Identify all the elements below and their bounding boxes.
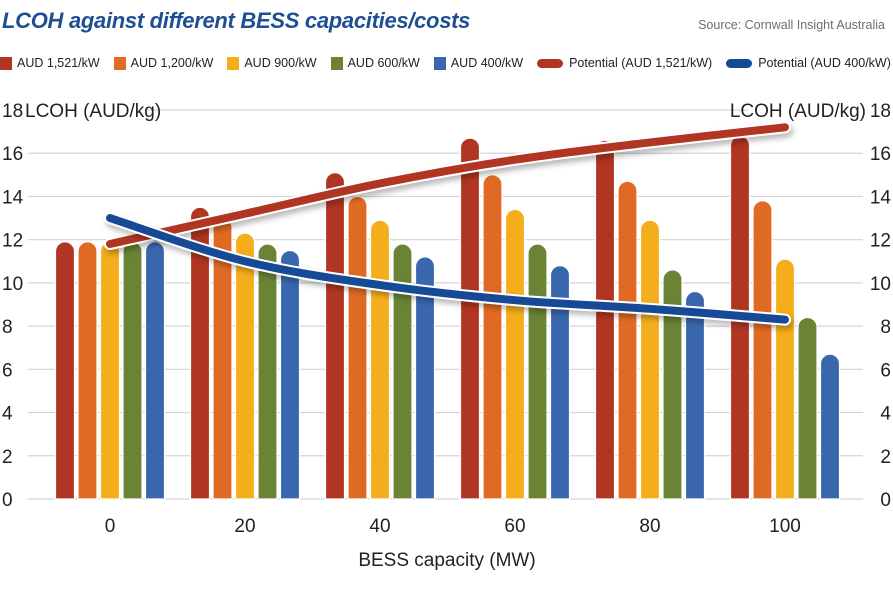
bar xyxy=(527,243,548,500)
bar xyxy=(617,180,638,500)
y-tick-label-left: 18 xyxy=(2,101,23,122)
y-tick-label-left: 12 xyxy=(2,231,23,252)
y-tick-label-right: 8 xyxy=(880,317,891,338)
legend-swatch xyxy=(0,56,12,70)
y-tick-label-left: 16 xyxy=(2,144,23,165)
series-line-group xyxy=(104,212,791,326)
bar xyxy=(392,243,413,500)
legend-label: AUD 400/kW xyxy=(450,56,524,70)
series-line-outline xyxy=(104,212,791,326)
y-tick-label-left: 14 xyxy=(2,187,24,208)
bar xyxy=(797,316,818,500)
x-tick-label: 20 xyxy=(234,516,255,537)
bar xyxy=(819,353,841,500)
y-tick-label-right: 16 xyxy=(870,144,891,165)
y-tick-label-right: 4 xyxy=(880,404,891,425)
y-tick-label-right: 18 xyxy=(870,101,891,122)
series-line-group xyxy=(104,121,791,250)
bar xyxy=(594,139,616,500)
series-line xyxy=(106,214,789,324)
bar xyxy=(54,241,76,500)
y-axis-title-left: LCOH (AUD/kg) xyxy=(25,101,161,122)
bar xyxy=(459,137,481,500)
series-line-outline xyxy=(104,121,791,250)
y-tick-label-right: 6 xyxy=(880,360,891,381)
y-tick-label-right: 2 xyxy=(880,447,891,468)
legend-item-aud-400: AUD 400/kW xyxy=(433,56,524,70)
y-tick-label-left: 2 xyxy=(2,447,13,468)
legend-item-potential-1521: Potential (AUD 1,521/kW) xyxy=(537,56,712,70)
legend-label: AUD 600/kW xyxy=(347,56,420,70)
legend-item-potential-400: Potential (AUD 400/kW) xyxy=(726,56,891,70)
bar xyxy=(369,219,391,500)
y-tick-label-right: 10 xyxy=(870,274,891,295)
y-tick-label-left: 10 xyxy=(2,274,23,295)
legend-swatch xyxy=(113,56,126,70)
y-tick-label-left: 0 xyxy=(2,490,13,511)
legend-swatch xyxy=(433,56,446,70)
y-tick-label-left: 6 xyxy=(2,360,13,381)
legend-item-aud-1200: AUD 1,200/kW xyxy=(113,56,214,70)
y-tick-label-right: 14 xyxy=(870,187,892,208)
bar xyxy=(99,241,121,500)
bar xyxy=(234,232,256,500)
y-tick-label-left: 8 xyxy=(2,317,13,338)
legend: AUD 1,521/kW AUD 1,200/kW AUD 900/kW AUD… xyxy=(0,53,891,73)
bar xyxy=(122,241,143,500)
bar xyxy=(324,172,346,500)
bar xyxy=(752,200,773,500)
bar xyxy=(662,269,683,500)
bar xyxy=(257,243,278,500)
x-axis-title: BESS capacity (MW) xyxy=(358,550,535,571)
bar xyxy=(774,258,796,500)
bar xyxy=(504,208,526,500)
x-tick-label: 100 xyxy=(769,516,801,537)
y-tick-label-right: 0 xyxy=(880,490,891,511)
source-note: Source: Cornwall Insight Australia xyxy=(698,18,885,32)
legend-label: AUD 1,200/kW xyxy=(130,56,214,70)
bar xyxy=(279,249,301,500)
chart-title: LCOH against different BESS capacities/c… xyxy=(2,8,471,33)
legend-item-aud-900: AUD 900/kW xyxy=(227,56,317,70)
bar xyxy=(549,265,571,500)
legend-label: Potential (AUD 1,521/kW) xyxy=(569,56,713,70)
x-tick-label: 0 xyxy=(105,516,116,537)
legend-label: AUD 1,521/kW xyxy=(17,56,100,70)
legend-line-swatch xyxy=(726,58,753,68)
gridlines xyxy=(28,109,863,500)
bar xyxy=(414,256,436,500)
series-line xyxy=(106,123,789,248)
x-tick-label: 80 xyxy=(639,516,660,537)
bar xyxy=(684,290,706,500)
bar xyxy=(144,241,166,500)
legend-item-aud-600: AUD 600/kW xyxy=(330,56,420,70)
legend-label: AUD 900/kW xyxy=(244,56,317,70)
bar xyxy=(347,195,368,500)
y-tick-label-left: 4 xyxy=(2,404,13,425)
lines xyxy=(104,121,791,326)
legend-swatch xyxy=(227,56,240,70)
bar xyxy=(77,241,98,500)
y-axis-title-right: LCOH (AUD/kg) xyxy=(730,101,866,122)
legend-swatch xyxy=(330,56,343,70)
y-tick-label-right: 12 xyxy=(870,231,891,252)
legend-item-aud-1521: AUD 1,521/kW xyxy=(0,56,100,70)
legend-label: Potential (AUD 400/kW) xyxy=(758,56,891,70)
bar xyxy=(482,174,503,500)
y-axis-left: 0 2 4 6 8 10 12 14 16 18 xyxy=(2,101,24,511)
bar xyxy=(639,219,661,500)
legend-line-swatch xyxy=(537,58,564,68)
x-tick-label: 40 xyxy=(369,516,390,537)
y-axis-right: 0 2 4 6 8 10 12 14 16 18 xyxy=(870,101,892,511)
x-tick-label: 60 xyxy=(504,516,525,537)
x-axis: 0 20 40 60 80 100 xyxy=(105,516,801,537)
